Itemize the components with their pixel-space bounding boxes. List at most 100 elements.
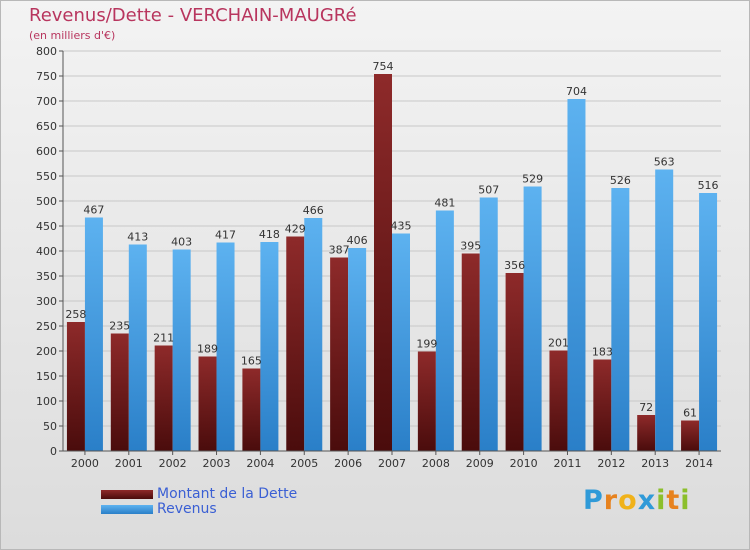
bar-debt — [505, 273, 524, 451]
data-label-revenus: 417 — [215, 229, 236, 242]
x-tick-label: 2011 — [553, 457, 581, 470]
x-tick-label: 2000 — [71, 457, 99, 470]
y-tick-label: 750 — [36, 70, 57, 83]
legend-label-revenus: Revenus — [157, 501, 217, 517]
x-tick-label: 2005 — [290, 457, 318, 470]
bar-revenus — [348, 248, 367, 451]
data-label-debt: 387 — [329, 244, 350, 257]
bar-debt — [242, 368, 261, 451]
bar-debt — [66, 322, 85, 451]
chart-title: Revenus/Dette - VERCHAIN-MAUGRé — [29, 5, 357, 26]
x-tick-label: 2014 — [685, 457, 713, 470]
y-tick-label: 600 — [36, 145, 57, 158]
y-tick-label: 0 — [50, 445, 57, 458]
data-label-debt: 211 — [153, 332, 174, 345]
bar-revenus — [84, 217, 103, 451]
bar-revenus — [260, 242, 279, 451]
y-tick-label: 250 — [36, 320, 57, 333]
bar-debt — [637, 415, 656, 451]
legend-swatch-revenus — [101, 505, 153, 514]
x-tick-label: 2010 — [510, 457, 538, 470]
data-label-debt: 429 — [285, 223, 306, 236]
bar-revenus — [479, 197, 498, 451]
y-tick-label: 800 — [36, 45, 57, 58]
data-label-revenus: 418 — [259, 228, 280, 241]
y-tick-label: 700 — [36, 95, 57, 108]
legend-label-debt: Montant de la Dette — [157, 486, 298, 502]
bar-debt — [286, 236, 305, 451]
data-label-debt: 72 — [639, 401, 653, 414]
logo-letter: o — [618, 485, 638, 516]
bar-debt — [417, 351, 436, 451]
logo-letter: i — [656, 485, 667, 516]
y-tick-label: 500 — [36, 195, 57, 208]
bar-debt — [330, 257, 349, 451]
y-tick-label: 300 — [36, 295, 57, 308]
data-label-revenus: 403 — [171, 236, 192, 249]
x-tick-label: 2013 — [641, 457, 669, 470]
x-tick-label: 2003 — [203, 457, 231, 470]
data-label-revenus: 435 — [391, 220, 412, 233]
axes: 0 50 100 150 200 250 300 350 400 450 500 550 600 650 7… — [36, 45, 721, 470]
data-label-debt: 356 — [504, 259, 525, 272]
x-tick-label: 2008 — [422, 457, 450, 470]
y-tick-label: 50 — [43, 420, 57, 433]
y-tick-label: 200 — [36, 345, 57, 358]
logo-letter: i — [680, 485, 691, 516]
x-tick-label: 2002 — [159, 457, 187, 470]
y-tick-label: 100 — [36, 395, 57, 408]
data-label-revenus: 529 — [522, 173, 543, 186]
data-label-revenus: 413 — [127, 231, 148, 244]
bar-revenus — [392, 233, 410, 451]
data-label-debt: 754 — [373, 60, 394, 73]
bar-revenus — [611, 188, 630, 451]
y-tick-label: 550 — [36, 170, 57, 183]
bar-revenus — [567, 99, 586, 451]
bar-debt — [110, 333, 129, 451]
y-tick-label: 400 — [36, 245, 57, 258]
bar-revenus — [699, 193, 718, 451]
logo-letter: r — [603, 485, 619, 516]
data-label-debt: 258 — [65, 308, 86, 321]
data-label-debt: 201 — [548, 337, 569, 350]
data-label-debt: 395 — [460, 240, 481, 253]
data-label-debt: 165 — [241, 355, 262, 368]
data-label-debt: 199 — [416, 338, 437, 351]
data-label-revenus: 481 — [434, 197, 455, 210]
x-tick-label: 2001 — [115, 457, 143, 470]
bar-debt — [593, 359, 612, 451]
data-label-revenus: 466 — [303, 204, 324, 217]
logo-letter: P — [583, 485, 604, 516]
y-tick-label: 150 — [36, 370, 57, 383]
data-label-revenus: 516 — [698, 179, 719, 192]
bar-revenus — [216, 242, 235, 451]
data-label-revenus: 507 — [478, 184, 499, 197]
data-label-revenus: 406 — [347, 234, 368, 247]
bars — [66, 74, 718, 451]
bar-debt — [461, 253, 480, 451]
data-label-debt: 235 — [109, 320, 130, 333]
bar-debt — [374, 74, 392, 451]
data-label-debt: 189 — [197, 343, 218, 356]
data-label-revenus: 563 — [654, 156, 675, 169]
y-tick-label: 650 — [36, 120, 57, 133]
bar-revenus — [523, 186, 542, 451]
bar-debt — [154, 345, 173, 451]
data-label-revenus: 704 — [566, 85, 587, 98]
data-label-debt: 183 — [592, 346, 613, 359]
logo-letter: t — [666, 485, 681, 516]
bar-debt — [549, 350, 568, 451]
x-tick-label: 2009 — [466, 457, 494, 470]
x-tick-label: 2006 — [334, 457, 362, 470]
data-label-debt: 61 — [683, 407, 697, 420]
bar-revenus — [304, 218, 323, 451]
bar-revenus — [172, 249, 191, 451]
bar-revenus — [435, 210, 454, 451]
proxiti-logo: Proxiti — [583, 485, 691, 516]
bar-debt — [681, 420, 700, 451]
bar-revenus — [128, 244, 147, 451]
y-tick-label: 350 — [36, 270, 57, 283]
